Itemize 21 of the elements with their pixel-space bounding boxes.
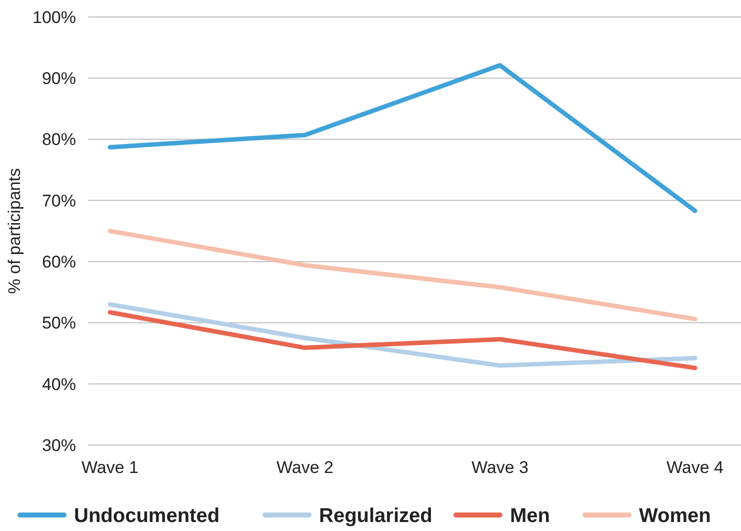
- y-tick-label: 70%: [42, 191, 76, 210]
- legend-label: Men: [510, 505, 550, 527]
- x-tick-label: Wave 2: [276, 458, 334, 477]
- line-series: [108, 63, 698, 214]
- y-tick-label: 30%: [42, 436, 76, 455]
- x-tick-label: Wave 1: [81, 458, 139, 477]
- line-series: [108, 228, 698, 322]
- y-tick-label: 100%: [32, 8, 76, 27]
- y-tick-label: 50%: [42, 314, 76, 333]
- y-tick-label: 60%: [42, 252, 76, 272]
- line-series: [108, 302, 698, 368]
- y-axis-title: % of participants: [5, 168, 24, 294]
- legend-label: Undocumented: [74, 505, 220, 527]
- y-tick-label: 80%: [42, 130, 76, 150]
- legend-label: Women: [639, 505, 711, 527]
- line-series: [108, 310, 698, 370]
- y-tick-label: 90%: [42, 69, 76, 88]
- x-tick-label: Wave 3: [471, 458, 529, 477]
- y-tick-label: 40%: [42, 374, 76, 394]
- legend-label: Regularized: [319, 505, 432, 527]
- x-tick-label: Wave 4: [666, 458, 724, 477]
